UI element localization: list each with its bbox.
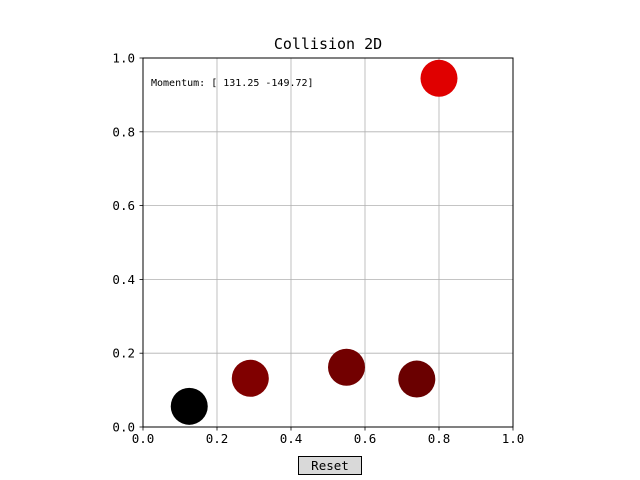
x-tick-label: 1.0 bbox=[502, 431, 525, 446]
ball-marker bbox=[170, 387, 208, 425]
y-tick-label: 0.6 bbox=[112, 198, 135, 213]
axes-frame bbox=[142, 57, 514, 428]
y-tick-label: 1.0 bbox=[112, 51, 135, 66]
ball-marker bbox=[231, 359, 269, 397]
x-tick-label: 0.2 bbox=[206, 431, 229, 446]
x-tick-label: 0.8 bbox=[428, 431, 451, 446]
x-tick-label: 0.4 bbox=[280, 431, 303, 446]
ball-marker bbox=[398, 360, 436, 398]
x-tick-label: 0.0 bbox=[132, 431, 155, 446]
momentum-readout: Momentum: [ 131.25 -149.72] bbox=[151, 78, 314, 89]
reset-button[interactable]: Reset bbox=[298, 456, 362, 475]
balls-layer bbox=[170, 59, 458, 425]
y-tick-label: 0.0 bbox=[112, 420, 135, 435]
grid-lines bbox=[142, 57, 514, 428]
x-tick-label: 0.6 bbox=[354, 431, 377, 446]
y-tick-label: 0.8 bbox=[112, 124, 135, 139]
y-tick-label: 0.2 bbox=[112, 346, 135, 361]
plot-title: Collision 2D bbox=[274, 35, 382, 53]
y-tick-label: 0.4 bbox=[112, 272, 135, 287]
ball-marker bbox=[328, 348, 365, 386]
ball-marker bbox=[420, 59, 458, 97]
axis-ticks: 0.0 0.2 0.4 0.6 0.8 1.0 0.0 0.2 0.4 0.6 0.8 1.0 bbox=[112, 51, 524, 447]
